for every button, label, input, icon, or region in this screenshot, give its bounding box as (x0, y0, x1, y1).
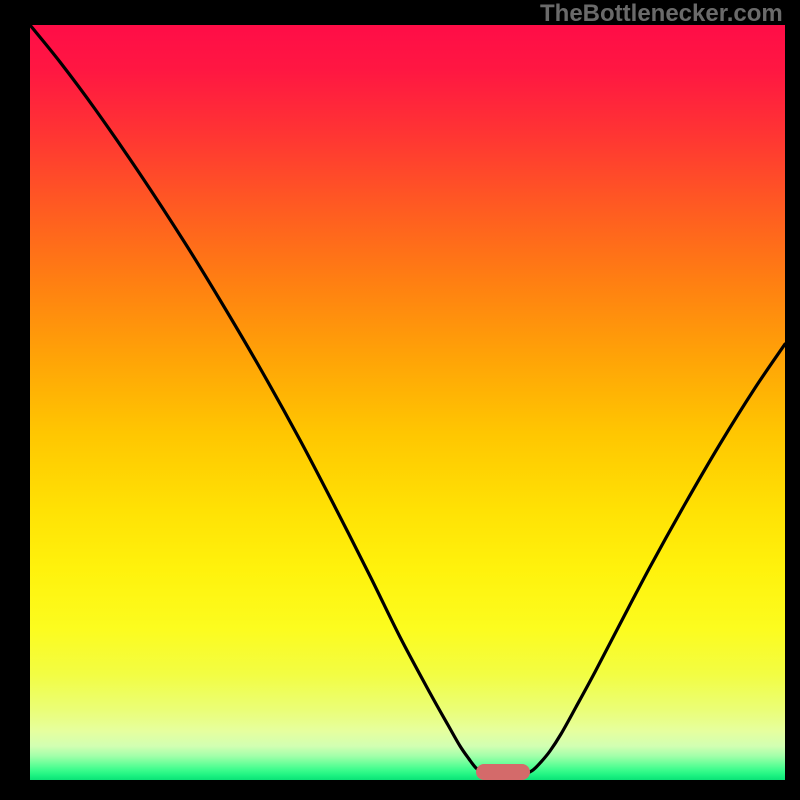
gradient-background (30, 25, 785, 780)
optimum-marker (476, 764, 530, 780)
bottleneck-chart (0, 0, 800, 800)
watermark-text: TheBottlenecker.com (540, 0, 783, 28)
